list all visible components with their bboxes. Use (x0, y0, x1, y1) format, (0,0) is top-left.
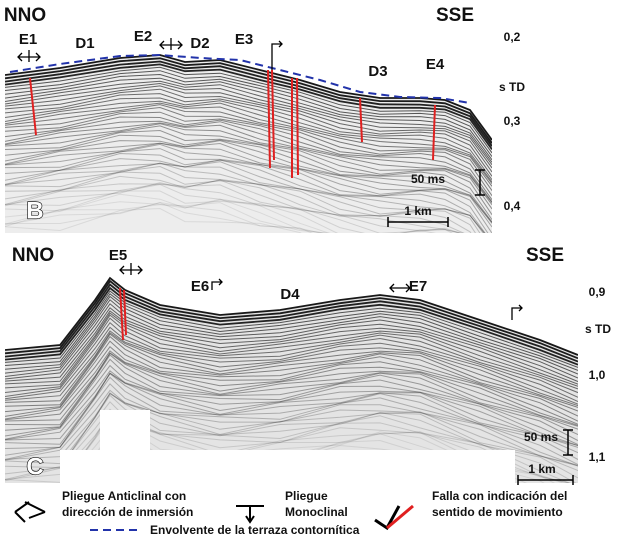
axis-label: s TD (585, 322, 611, 336)
legend-text: Pliegue (285, 489, 328, 503)
orientation-right: SSE (526, 245, 564, 266)
feature-label: E4 (426, 56, 445, 73)
feature-label: D1 (75, 35, 94, 52)
mask (60, 450, 515, 483)
axis-label: 0,3 (504, 114, 521, 128)
mask (100, 410, 150, 452)
figure: NNO SSE B E1 D1 E2 D2 E3 D3 E4 0,2 s TD 0,3 0,4 50 ms 1… (0, 0, 622, 545)
axis-label: s TD (499, 80, 525, 94)
feature-label: E2 (134, 28, 152, 45)
axis-label: 0,4 (504, 199, 521, 213)
orientation-left: NNO (12, 245, 54, 266)
panel-label: B (26, 197, 43, 224)
legend-text: Monoclinal (285, 505, 348, 519)
feature-label: E6 (191, 278, 209, 295)
axis-label: 0,9 (589, 285, 606, 299)
feature-label: D3 (368, 63, 387, 80)
axis-label: 1,1 (589, 450, 606, 464)
feature-label: E3 (235, 31, 253, 48)
legend-text: Pliegue Anticlinal con (62, 489, 186, 503)
feature-label: D4 (280, 286, 300, 303)
legend-text: dirección de inmersión (62, 505, 193, 519)
feature-label: E7 (409, 278, 427, 295)
feature-label: E1 (19, 31, 37, 48)
orientation-right: SSE (436, 5, 474, 26)
legend-text: Falla con indicación del (432, 489, 567, 503)
feature-label: E5 (109, 247, 127, 264)
panel-label: C (26, 453, 43, 480)
feature-label: D2 (190, 35, 209, 52)
legend-text: sentido de movimiento (432, 505, 563, 519)
axis-label: 0,2 (504, 30, 521, 44)
orientation-left: NNO (4, 5, 46, 26)
legend-text: Envolvente de la terraza contornítica (150, 523, 360, 537)
scale-distance: 1 km (528, 462, 555, 476)
scale-time: 50 ms (411, 172, 445, 186)
scale-time: 50 ms (524, 430, 558, 444)
axis-label: 1,0 (589, 368, 606, 382)
scale-distance: 1 km (404, 204, 431, 218)
